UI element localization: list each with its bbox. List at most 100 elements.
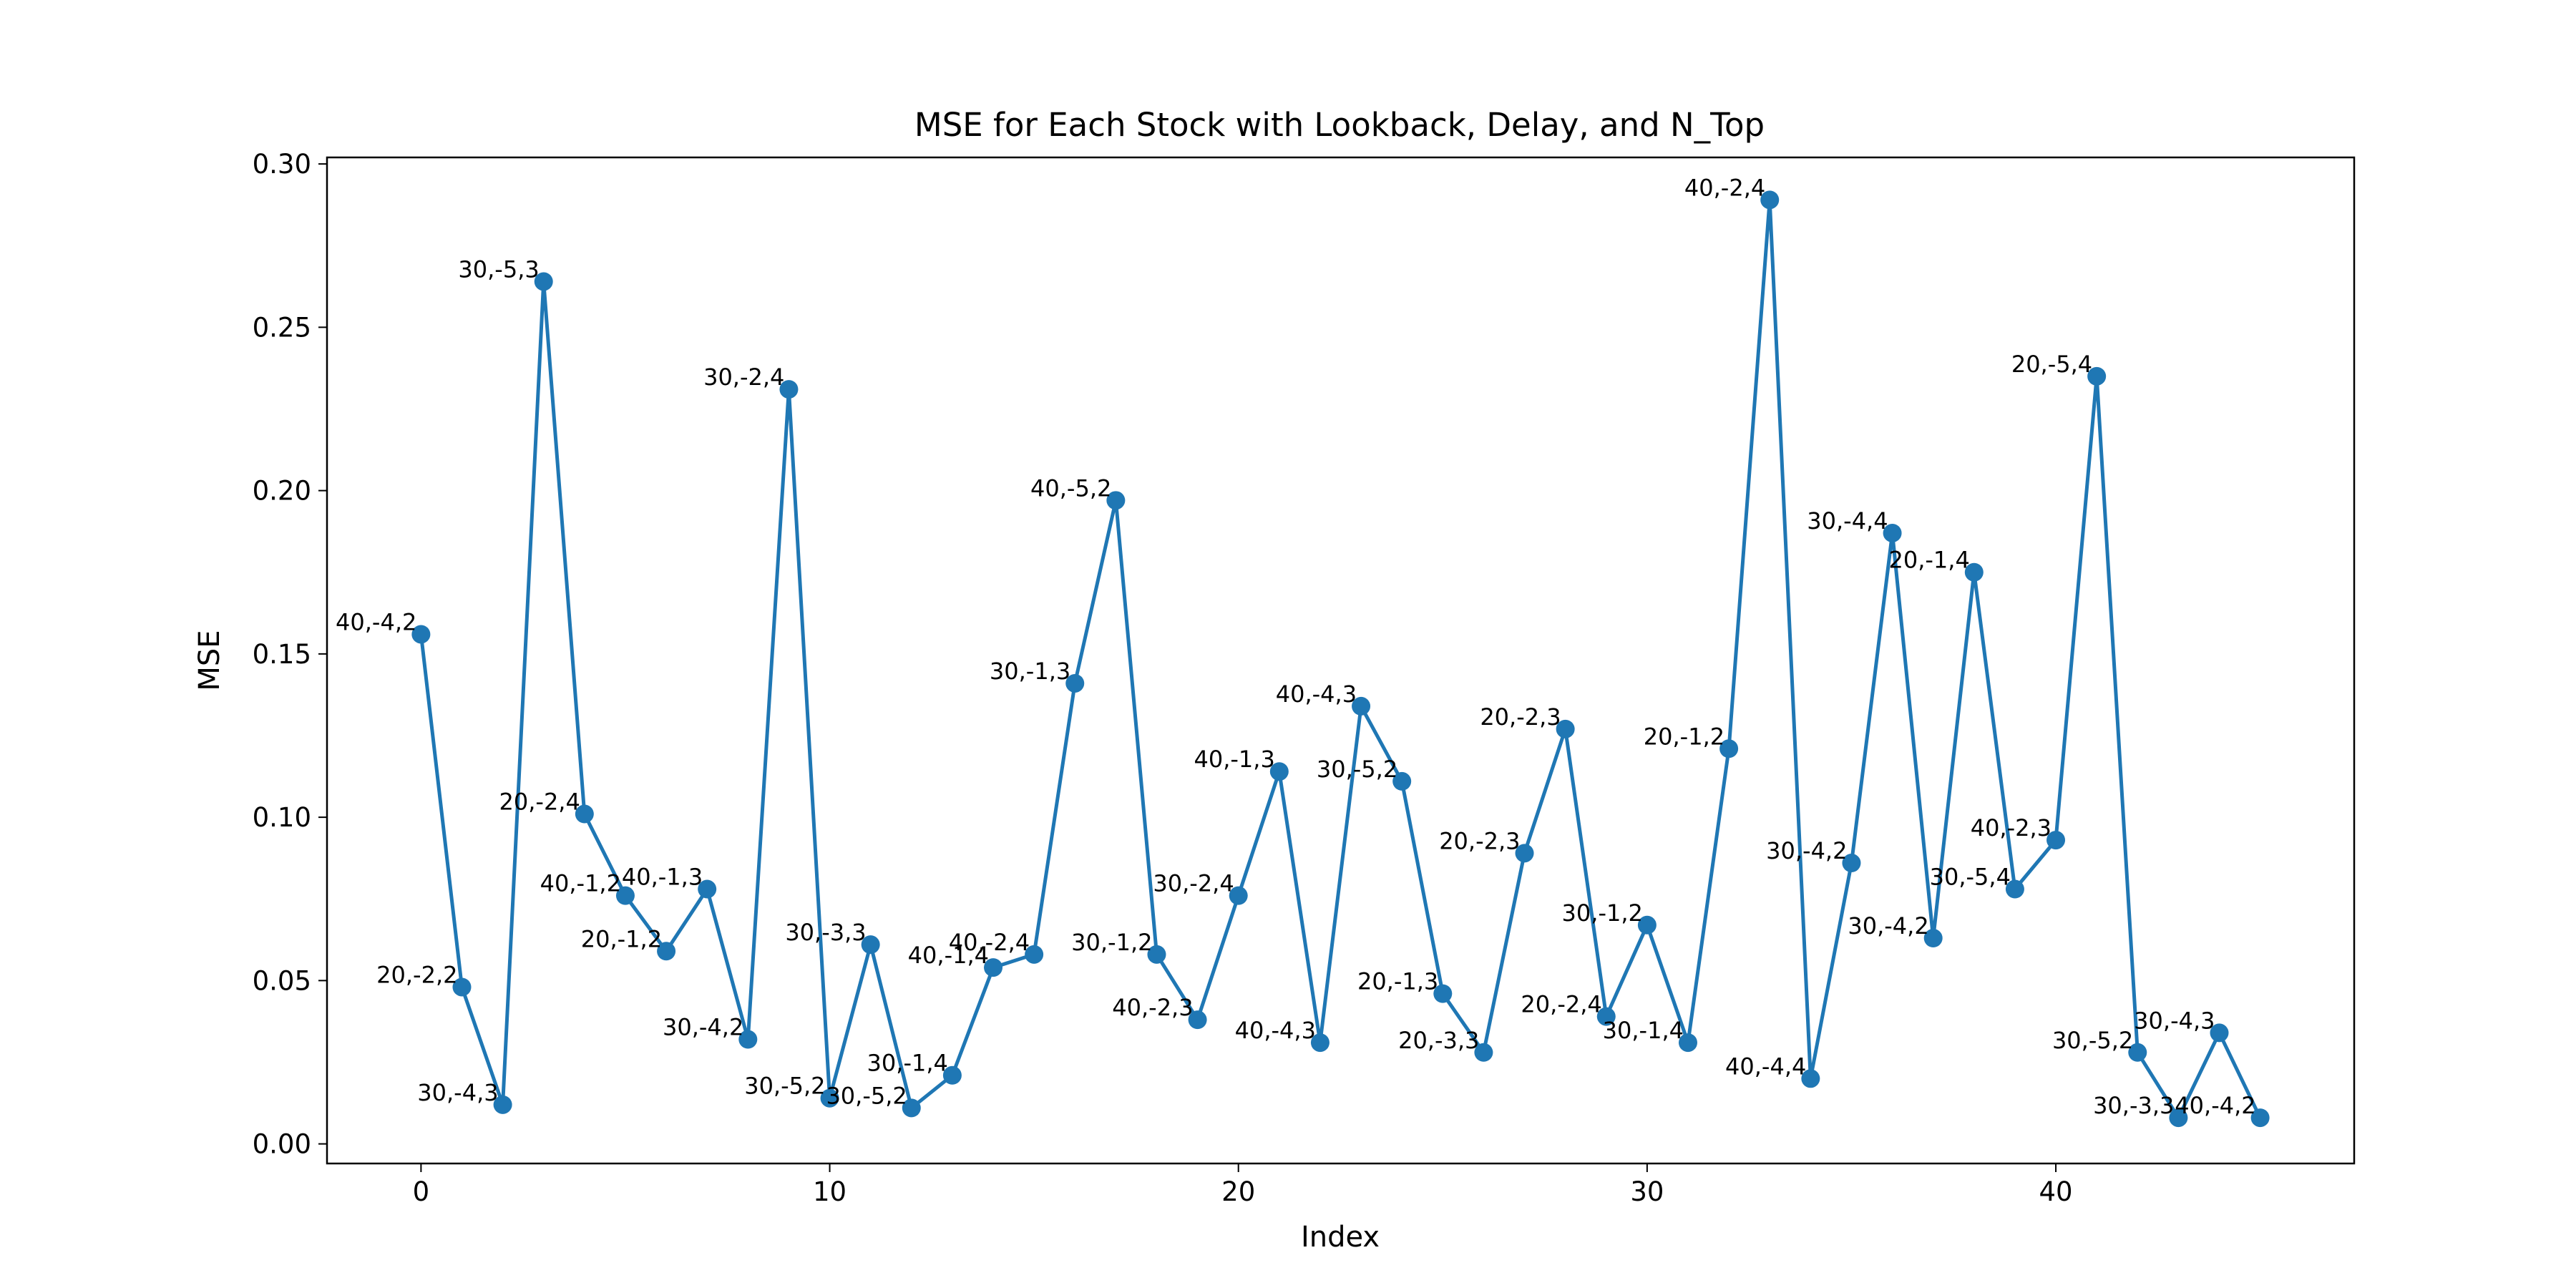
data-point — [1556, 719, 1575, 738]
data-point-label: 30,-5,3 — [458, 255, 539, 283]
y-tick-label: 0.15 — [253, 639, 311, 670]
data-point — [1352, 696, 1371, 716]
data-point-label: 40,-1,2 — [540, 870, 621, 897]
data-point — [984, 958, 1003, 977]
data-point — [2087, 366, 2107, 386]
chart-title: MSE for Each Stock with Lookback, Delay,… — [914, 106, 1765, 144]
data-point-label: 40,-1,3 — [622, 864, 703, 891]
data-point-label: 30,-4,2 — [1848, 912, 1928, 940]
data-point-label: 40,-5,2 — [1030, 474, 1111, 502]
data-point-label: 20,-2,2 — [376, 961, 457, 988]
data-point — [2210, 1023, 2229, 1043]
data-point — [1188, 1010, 1207, 1030]
data-point-label: 20,-1,4 — [1888, 547, 1969, 574]
data-point-label: 20,-2,4 — [1521, 991, 1601, 1018]
data-point-label: 30,-4,3 — [417, 1079, 498, 1106]
data-point — [738, 1030, 758, 1049]
axis-ticks: 0 10 20 30 40 0.00 0.05 0.10 0.15 0.20 0.25 0.30 — [253, 149, 2073, 1207]
data-point-label: 30,-5,2 — [2052, 1027, 2133, 1054]
data-point-label: 40,-2,3 — [1112, 994, 1193, 1021]
y-tick-label: 0.10 — [253, 802, 311, 833]
data-point-label: 30,-5,2 — [744, 1073, 825, 1100]
data-point — [2128, 1043, 2147, 1062]
y-tick-label: 0.00 — [253, 1129, 311, 1160]
data-point — [534, 272, 553, 291]
data-point-label: 30,-4,2 — [1766, 837, 1847, 864]
data-point-label: 20,-3,3 — [1398, 1027, 1479, 1054]
data-point — [779, 380, 799, 399]
data-point — [1065, 673, 1085, 693]
data-point — [493, 1095, 512, 1114]
data-point — [698, 879, 717, 899]
data-point-label: 40,-2,4 — [949, 929, 1030, 956]
data-point-label: 40,-4,4 — [1725, 1053, 1806, 1080]
data-point-label: 40,-4,3 — [1276, 680, 1357, 708]
point-labels: 40,-4,2 20,-2,2 30,-4,3 30,-5,3 20,-2,4 40,-1… — [336, 174, 2256, 1119]
data-point — [452, 977, 472, 997]
data-point-label: 30,-1,4 — [867, 1050, 948, 1077]
data-point-label: 30,-5,2 — [1317, 756, 1397, 783]
data-point-label: 40,-4,3 — [1235, 1017, 1316, 1044]
data-point — [1147, 945, 1166, 964]
data-point — [1392, 771, 1412, 791]
data-point — [615, 886, 635, 905]
data-point — [1310, 1033, 1330, 1053]
data-point-label: 20,-1,2 — [1644, 723, 1724, 750]
data-point-label: 30,-2,4 — [1153, 870, 1234, 897]
data-point-label: 30,-3,3 — [2093, 1092, 2174, 1119]
x-tick-label: 30 — [1630, 1176, 1664, 1207]
data-point-label: 20,-2,3 — [1439, 827, 1520, 854]
data-point-label: 20,-5,4 — [2011, 351, 2092, 378]
data-series — [411, 190, 2270, 1128]
data-point — [820, 1088, 839, 1108]
data-point-label: 20,-2,3 — [1480, 703, 1561, 731]
data-point — [861, 935, 880, 955]
data-point — [657, 942, 676, 961]
y-tick-label: 0.05 — [253, 965, 311, 996]
data-point-label: 30,-3,3 — [785, 919, 866, 946]
data-point — [1474, 1043, 1493, 1062]
data-point — [1515, 844, 1534, 863]
data-point — [1106, 491, 1126, 510]
data-point — [1678, 1033, 1697, 1053]
x-tick-label: 10 — [813, 1176, 847, 1207]
data-point — [1025, 945, 1044, 964]
data-point-label: 40,-1,4 — [908, 942, 989, 969]
data-point — [1433, 984, 1453, 1003]
data-point — [2005, 879, 2024, 899]
data-point — [902, 1098, 921, 1118]
data-point-label: 30,-4,4 — [1807, 507, 1888, 535]
y-tick-label: 0.30 — [253, 149, 311, 180]
y-axis-label: MSE — [193, 630, 226, 691]
data-point — [2250, 1108, 2270, 1128]
data-point-label: 40,-4,2 — [336, 608, 416, 635]
x-tick-label: 20 — [1221, 1176, 1255, 1207]
data-point — [411, 625, 431, 644]
data-point — [1719, 739, 1739, 758]
data-point-label: 40,-2,4 — [1684, 174, 1765, 201]
data-point — [1269, 762, 1289, 781]
data-point — [1801, 1069, 1820, 1088]
data-point — [2169, 1108, 2188, 1128]
data-point — [1229, 886, 1248, 905]
y-tick-label: 0.25 — [253, 312, 311, 343]
data-point — [2046, 831, 2066, 850]
data-point-label: 20,-1,2 — [581, 925, 662, 952]
data-point — [1760, 190, 1780, 210]
x-tick-label: 0 — [413, 1176, 430, 1207]
x-axis-label: Index — [1301, 1221, 1380, 1254]
data-point-label: 30,-1,4 — [1603, 1017, 1684, 1044]
data-point — [575, 804, 594, 824]
data-point — [1637, 915, 1657, 935]
data-point-label: 30,-1,3 — [990, 658, 1070, 685]
data-point — [1842, 854, 1861, 873]
data-point-label: 30,-1,2 — [1071, 929, 1152, 956]
data-point-label: 30,-5,4 — [1930, 864, 2011, 891]
x-tick-label: 40 — [2039, 1176, 2072, 1207]
data-point-label: 30,-2,4 — [703, 364, 784, 391]
data-point-label: 20,-1,3 — [1357, 968, 1438, 995]
data-point-label: 40,-2,3 — [1971, 814, 2051, 841]
data-point-label: 40,-1,3 — [1194, 746, 1274, 773]
